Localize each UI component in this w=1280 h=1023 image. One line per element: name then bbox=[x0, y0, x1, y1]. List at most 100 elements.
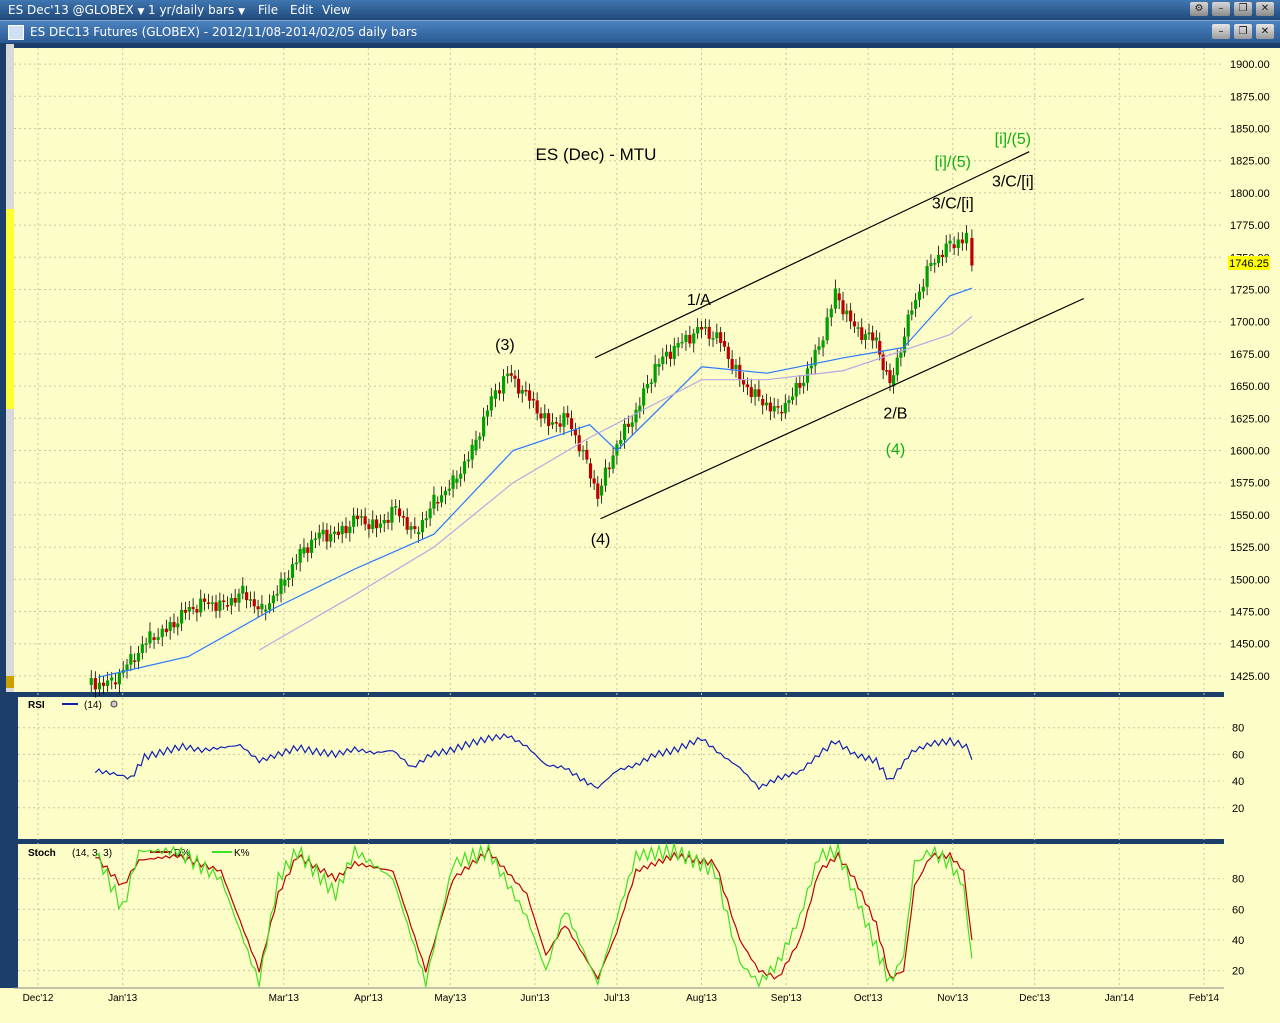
y-tick-label: 1825.00 bbox=[1230, 156, 1270, 168]
y-tick-label: 1775.00 bbox=[1230, 220, 1270, 232]
candle-body bbox=[684, 334, 688, 342]
rsi-settings-icon[interactable] bbox=[110, 700, 118, 708]
candle-body bbox=[948, 240, 952, 244]
view-menu[interactable]: View bbox=[322, 3, 351, 17]
candle-body bbox=[271, 595, 275, 604]
stoch-k-legend: K% bbox=[234, 848, 250, 859]
candle-body bbox=[202, 598, 207, 602]
candle-body bbox=[817, 346, 821, 350]
candle-body bbox=[539, 413, 543, 419]
y-tick-label: 60 bbox=[1232, 904, 1244, 916]
chart-title-bar: ES DEC13 Futures (GLOBEX) - 2012/11/08-2… bbox=[0, 20, 1280, 43]
candle-body bbox=[160, 628, 164, 638]
candle-body bbox=[513, 375, 517, 379]
stoch-k-line bbox=[94, 842, 973, 989]
candle-body bbox=[634, 409, 638, 423]
x-axis-bg bbox=[0, 988, 1280, 1023]
candle-body bbox=[878, 341, 882, 355]
minimize-icon[interactable]: – bbox=[1212, 2, 1230, 16]
candle-body bbox=[287, 577, 291, 581]
rsi-y-axis: 80 60 40 20 bbox=[1232, 723, 1244, 815]
candle-body bbox=[390, 506, 394, 523]
close-icon[interactable]: ✕ bbox=[1256, 2, 1274, 16]
edit-menu[interactable]: Edit bbox=[290, 3, 314, 17]
candle-body bbox=[841, 300, 845, 315]
candle-body bbox=[283, 580, 287, 586]
close-icon[interactable]: ✕ bbox=[1256, 24, 1274, 39]
scroll-strip[interactable] bbox=[6, 44, 14, 692]
chart-window-controls: – ❐ ✕ bbox=[1212, 24, 1274, 39]
candle-body bbox=[470, 444, 474, 460]
restore-icon[interactable]: ❐ bbox=[1234, 2, 1252, 16]
maximize-icon[interactable]: ❐ bbox=[1234, 24, 1252, 39]
candle-body bbox=[275, 594, 279, 596]
candle-body bbox=[600, 485, 604, 496]
candle-body bbox=[802, 382, 806, 387]
x-tick-label: Jan'14 bbox=[1105, 993, 1135, 1004]
rsi-line bbox=[94, 733, 973, 791]
file-menu[interactable]: File bbox=[258, 3, 279, 17]
candle-body bbox=[225, 605, 230, 607]
candle-body bbox=[585, 449, 589, 460]
candle-body bbox=[581, 449, 585, 452]
rsi-grid bbox=[18, 727, 1224, 809]
channel-line[interactable] bbox=[594, 151, 1030, 359]
wave-label: (3) bbox=[495, 337, 515, 354]
candle-body bbox=[439, 495, 444, 503]
candle-body bbox=[428, 508, 432, 519]
candle-body bbox=[485, 410, 490, 417]
candle-body bbox=[596, 483, 600, 499]
minimize-icon[interactable]: – bbox=[1212, 24, 1230, 39]
candle-body bbox=[619, 440, 623, 445]
candle-body bbox=[821, 340, 825, 348]
scroll-thumb[interactable] bbox=[6, 209, 14, 409]
candle-body bbox=[493, 390, 497, 399]
candle-body bbox=[661, 356, 665, 364]
wave-label: (4) bbox=[591, 532, 611, 549]
candle-body bbox=[386, 519, 390, 523]
candle-body bbox=[462, 461, 467, 474]
rsi-title: RSI bbox=[28, 700, 45, 711]
candle-body bbox=[279, 578, 283, 595]
candle-body bbox=[290, 564, 295, 578]
candle-body bbox=[336, 531, 340, 536]
candle-body bbox=[344, 526, 348, 534]
x-tick-label: May'13 bbox=[434, 993, 466, 1004]
symbol-dropdown[interactable]: ES Dec'13 @GLOBEX ▼ bbox=[8, 3, 144, 17]
candle-body bbox=[321, 529, 325, 535]
candle-body bbox=[93, 678, 97, 690]
link-icon[interactable]: ⚙ bbox=[1190, 2, 1208, 16]
channel-line[interactable] bbox=[600, 297, 1085, 520]
candle-body bbox=[302, 547, 306, 554]
interval-dropdown[interactable]: 1 yr/daily bars ▼ bbox=[148, 3, 245, 17]
price-grid bbox=[14, 63, 1224, 677]
candle-body bbox=[738, 364, 742, 381]
y-tick-label: 1425.00 bbox=[1230, 671, 1270, 683]
candle-body bbox=[680, 341, 684, 344]
candle-body bbox=[199, 598, 203, 613]
candle-body bbox=[413, 526, 417, 529]
candle-body bbox=[340, 526, 344, 535]
candle-body bbox=[757, 389, 761, 397]
candle-body bbox=[768, 402, 772, 412]
x-tick-label: Sep'13 bbox=[771, 993, 802, 1004]
candle-body bbox=[813, 349, 817, 366]
candle-body bbox=[125, 664, 129, 670]
candle-body bbox=[222, 600, 226, 603]
x-axis: Dec'12 Jan'13 Mar'13 Apr'13 May'13 Jun'13 Jul'… bbox=[23, 48, 1220, 1004]
y-tick-label: 1475.00 bbox=[1230, 607, 1270, 619]
stoch-legend: (14, 3, 3) bbox=[72, 848, 112, 859]
candle-body bbox=[306, 547, 310, 553]
candle-body bbox=[722, 341, 727, 347]
candle-body bbox=[829, 308, 833, 318]
candle-body bbox=[952, 244, 956, 249]
candle-body bbox=[355, 515, 360, 520]
trend-channel bbox=[594, 151, 1085, 520]
candle-body bbox=[106, 680, 110, 686]
candle-body bbox=[925, 265, 929, 287]
candle-body bbox=[603, 467, 608, 486]
candle-body bbox=[933, 263, 937, 265]
candle-body bbox=[837, 293, 841, 301]
candle-body bbox=[711, 338, 715, 340]
lock-icon[interactable] bbox=[6, 676, 14, 688]
